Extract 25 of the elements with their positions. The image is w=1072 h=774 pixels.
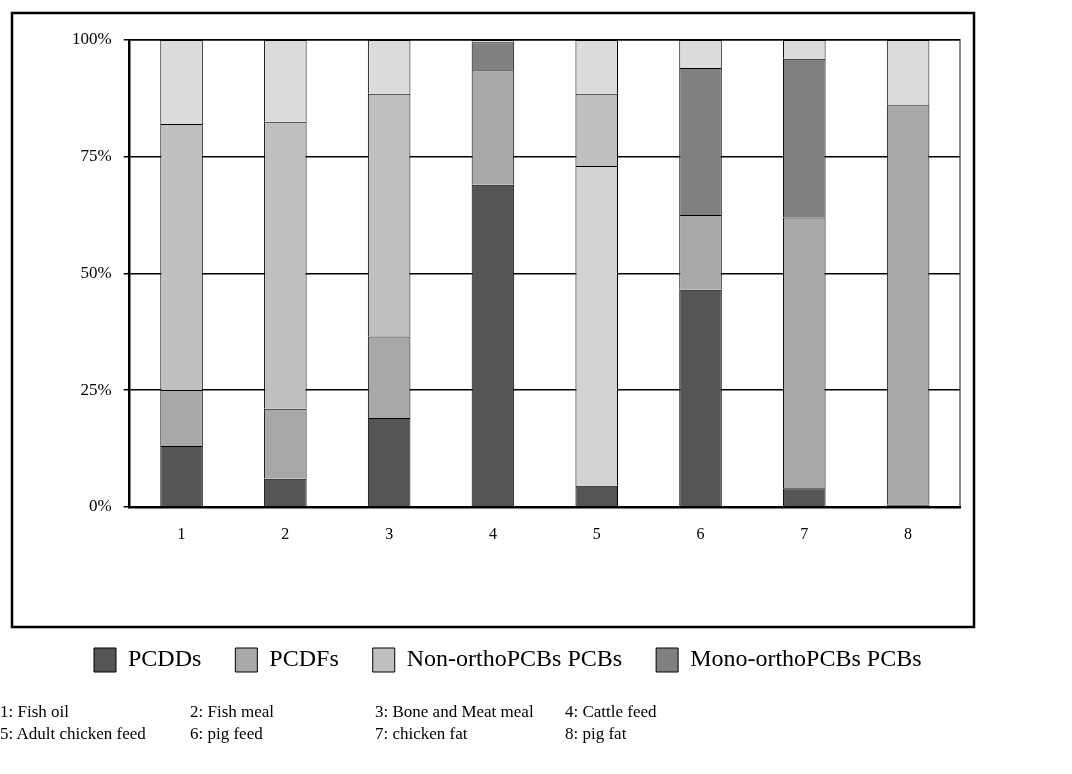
x-tick-label: 7 xyxy=(800,524,809,542)
legend-label: Non-orthoPCBs PCBs xyxy=(406,645,623,672)
legend-label: Mono-orthoPCBs PCBs xyxy=(690,645,922,672)
x-tick-label: 2 xyxy=(281,524,290,542)
y-tick-label: 75% xyxy=(80,146,112,166)
text: 8: pig fat xyxy=(565,724,628,744)
y-tick-label: 100% xyxy=(71,29,112,49)
y-tick-label: 25% xyxy=(80,379,112,399)
text: 1: Fish oil xyxy=(0,702,70,722)
x-tick-label: 5 xyxy=(592,524,601,542)
x-tick-label: 4 xyxy=(488,524,497,542)
legend-label: PCDDs xyxy=(128,645,202,672)
x-tick-label: 3 xyxy=(385,524,394,542)
y-tick-label: 50% xyxy=(80,262,112,282)
text: 5: Adult chicken feed xyxy=(0,724,147,744)
x-tick-label: 6 xyxy=(696,524,705,542)
text: 7: chicken fat xyxy=(375,724,469,744)
y-tick-label: 0% xyxy=(88,496,112,516)
x-tick-label: 1 xyxy=(177,524,186,542)
text: 3: Bone and Meat meal xyxy=(375,702,535,722)
legend-label: PCDFs xyxy=(269,645,339,672)
text: 6: pig feed xyxy=(190,724,264,744)
text: 4: Cattle feed xyxy=(565,702,658,722)
text: 2: Fish meal xyxy=(190,702,276,722)
x-tick-label: 8 xyxy=(904,524,913,542)
